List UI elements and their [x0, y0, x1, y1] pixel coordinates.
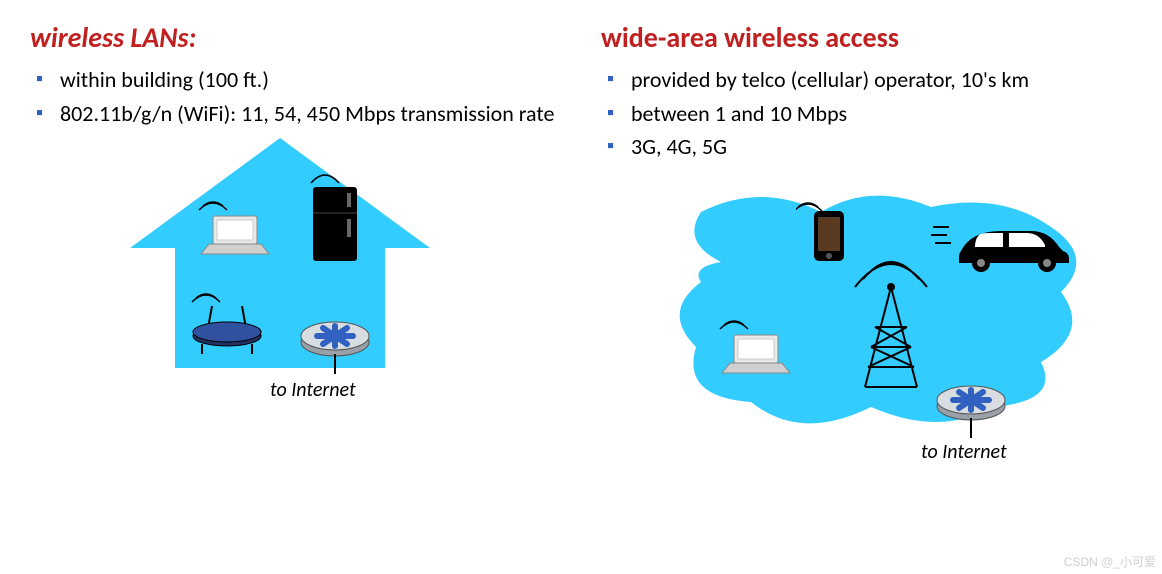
caption-to-internet: to Internet — [921, 440, 1007, 464]
heading-wide-area: wide-area wireless access — [601, 20, 1132, 55]
laptop-icon — [716, 317, 796, 377]
bullets-wireless-lans: within building (100 ft.) 802.11b/g/n (W… — [30, 65, 561, 128]
caption-to-internet: to Internet — [270, 378, 356, 402]
car-icon — [931, 217, 1071, 277]
figure-house: to Internet — [120, 138, 440, 418]
bullet-item: provided by telco (cellular) operator, 1… — [631, 65, 1132, 95]
house-shape-icon — [120, 138, 440, 418]
bullet-item: 3G, 4G, 5G — [631, 132, 1132, 162]
bullets-wide-area: provided by telco (cellular) operator, 1… — [601, 65, 1132, 162]
refrigerator-icon — [305, 173, 365, 263]
router-disc-icon — [931, 372, 1011, 442]
column-wireless-lans: wireless LANs: within building (100 ft.)… — [30, 20, 561, 472]
bullet-item: within building (100 ft.) — [60, 65, 561, 95]
column-wide-area: wide-area wireless access provided by te… — [601, 20, 1132, 472]
figure-cloud: to Internet — [641, 172, 1101, 472]
wifi-router-icon — [182, 288, 272, 358]
cell-tower-icon — [841, 257, 941, 397]
bullet-item: 802.11b/g/n (WiFi): 11, 54, 450 Mbps tra… — [60, 99, 561, 129]
laptop-icon — [195, 198, 275, 258]
router-disc-icon — [295, 308, 375, 378]
watermark: CSDN @_小可爱 — [1064, 553, 1156, 570]
bullet-item: between 1 and 10 Mbps — [631, 99, 1132, 129]
heading-wireless-lans: wireless LANs: — [30, 20, 561, 55]
